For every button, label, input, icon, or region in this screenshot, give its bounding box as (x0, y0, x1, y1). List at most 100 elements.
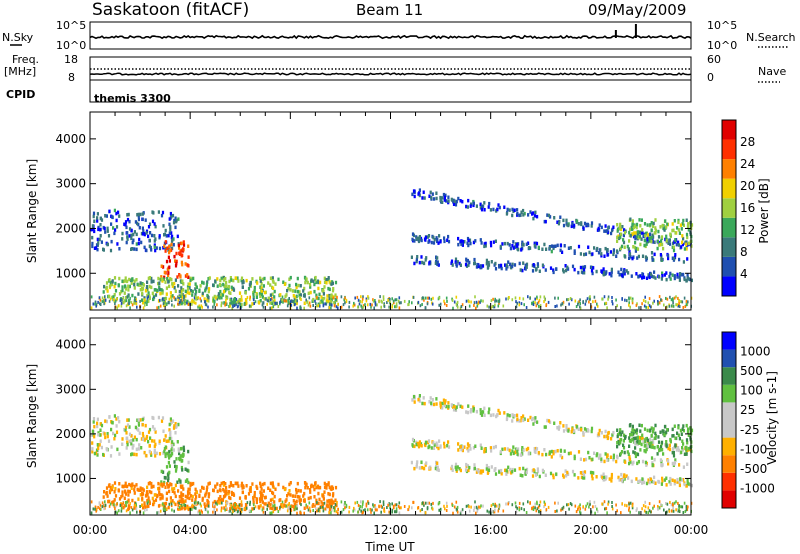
range-cell (361, 297, 364, 301)
range-cell (681, 439, 684, 443)
range-cell (416, 255, 419, 259)
range-cell (679, 223, 682, 227)
range-cell (648, 502, 651, 506)
range-cell (621, 273, 624, 278)
range-cell (195, 295, 197, 299)
range-cell (654, 228, 657, 233)
range-cell (630, 274, 633, 278)
range-cell (322, 502, 325, 507)
range-cell (178, 246, 181, 250)
range-cell (582, 432, 585, 436)
range-cell (527, 446, 530, 451)
range-cell (171, 489, 174, 493)
range-cell (288, 482, 291, 487)
range-cell (577, 301, 579, 305)
range-cell (178, 300, 181, 304)
range-cell (162, 302, 165, 306)
range-cell (679, 477, 682, 481)
range-cell (272, 305, 275, 309)
range-cell (148, 499, 151, 504)
range-cell (175, 424, 178, 428)
range-cell (187, 487, 190, 492)
range-cell (263, 276, 266, 281)
range-cell (394, 503, 397, 507)
range-cell (118, 276, 121, 281)
range-cell (165, 439, 168, 443)
range-cell (331, 288, 335, 293)
range-cell (485, 467, 488, 471)
range-cell (232, 491, 235, 496)
range-cell (250, 509, 252, 513)
range-cell (271, 484, 275, 488)
range-cell (579, 265, 582, 270)
range-cell (658, 500, 661, 504)
range-cell (106, 494, 109, 498)
range-cell (180, 491, 183, 495)
range-cell (244, 291, 247, 295)
range-cell (199, 284, 202, 288)
range-cell (676, 477, 679, 482)
range-cell (628, 249, 631, 254)
range-cell (108, 299, 111, 303)
range-cell (148, 444, 151, 448)
range-cell (602, 267, 605, 271)
range-cell (189, 481, 192, 486)
range-cell (473, 466, 476, 471)
range-cell (232, 298, 235, 302)
range-cell (485, 258, 488, 263)
range-cell (144, 289, 148, 293)
range-cell (648, 480, 651, 485)
range-cell (254, 300, 257, 304)
range-cell (260, 286, 263, 290)
range-cell (611, 299, 613, 303)
x-tick-label: 08:00 (273, 523, 308, 537)
range-cell (127, 504, 130, 508)
range-cell (252, 295, 255, 300)
range-cell (480, 265, 483, 270)
range-cell (457, 442, 460, 446)
range-cell (223, 284, 226, 288)
range-cell (153, 493, 156, 497)
range-cell (366, 508, 369, 512)
range-cell (489, 240, 492, 245)
range-cell (560, 303, 562, 307)
range-cell (556, 426, 559, 430)
range-cell (565, 268, 568, 273)
range-cell (181, 295, 184, 299)
range-cell (577, 222, 580, 226)
range-cell (95, 304, 97, 308)
range-cell (643, 449, 646, 453)
range-cell (180, 260, 183, 265)
range-cell (536, 295, 538, 299)
range-cell (105, 419, 108, 424)
range-cell (229, 302, 232, 306)
range-cell (370, 510, 372, 514)
range-cell (417, 192, 420, 196)
nsky-trace (89, 24, 692, 40)
range-cell (634, 446, 637, 450)
range-cell (594, 511, 596, 515)
range-cell (494, 502, 496, 506)
range-cell (162, 277, 165, 281)
range-cell (227, 490, 231, 494)
range-cell (487, 466, 490, 470)
range-cell (536, 420, 539, 424)
range-cell (305, 503, 307, 507)
range-cell (421, 508, 423, 511)
range-cell (651, 461, 654, 465)
range-cell (312, 509, 314, 512)
range-cell (676, 480, 679, 484)
range-cell (567, 429, 570, 433)
range-cell (429, 396, 432, 400)
range-cell (544, 268, 547, 272)
range-cell (364, 303, 366, 307)
range-cell (677, 448, 681, 453)
range-cell (649, 428, 652, 432)
range-cell (229, 298, 231, 302)
range-cell (99, 302, 101, 306)
range-cell (116, 297, 118, 301)
range-cell (231, 301, 233, 305)
range-cell (532, 300, 535, 304)
range-cell (314, 299, 316, 303)
range-cell (304, 280, 307, 285)
